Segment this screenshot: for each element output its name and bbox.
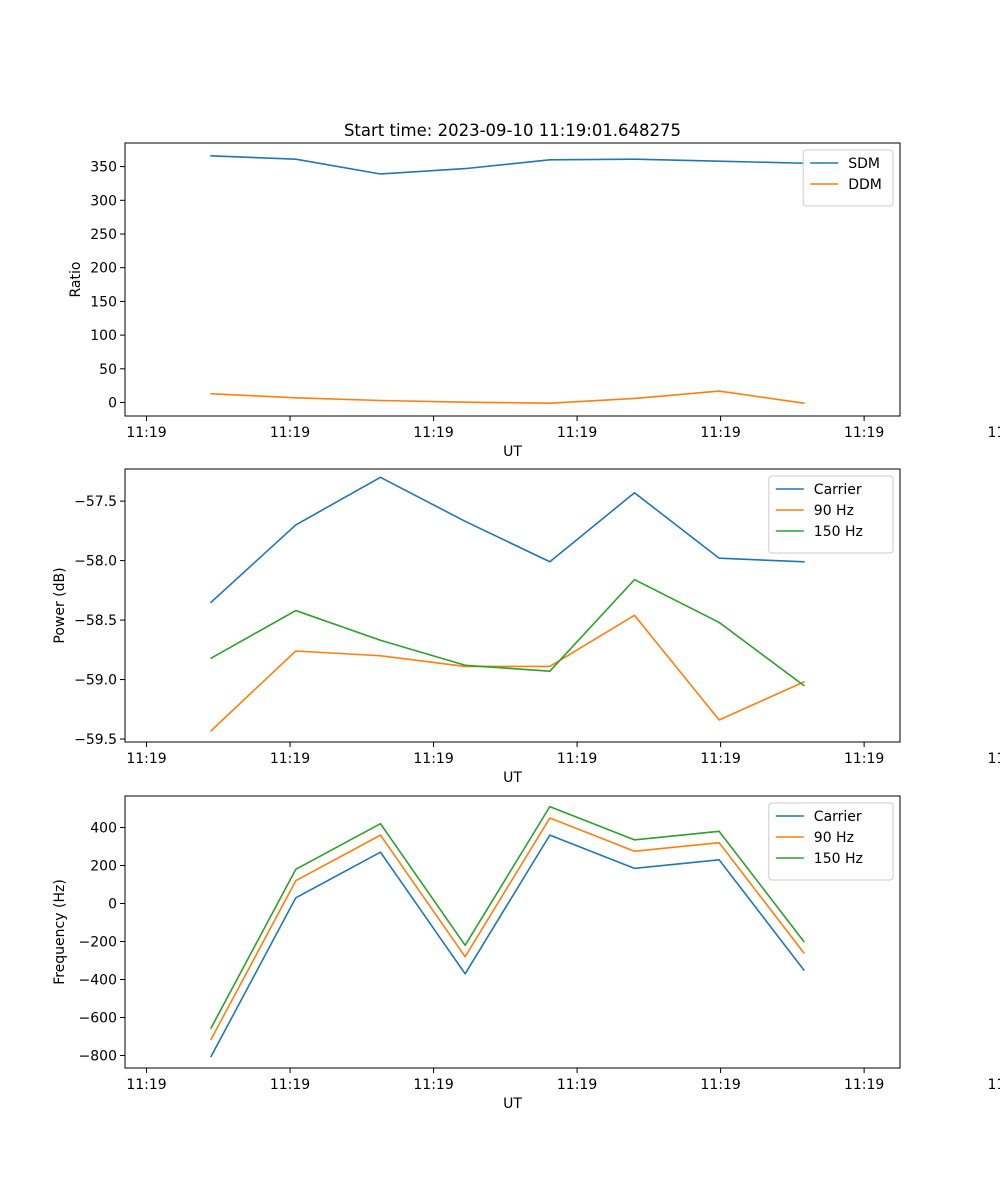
subplot-2: 11:1911:1911:1911:1911:1911:1911:1911:20…: [52, 468, 1000, 786]
series-line-150-hz: [210, 805, 805, 1030]
legend-box: [768, 802, 894, 881]
subplot-3: 11:1911:1911:1911:1911:1911:1911:1911:20…: [52, 795, 1000, 1112]
axes-frame: [124, 795, 901, 1069]
x-tick-label: 11:19: [987, 751, 1000, 767]
y-tick-label: 0: [108, 396, 117, 412]
x-tick-label: 11:19: [126, 1077, 166, 1093]
legend-label: 150 Hz: [814, 524, 863, 540]
legend-box: [768, 475, 894, 554]
x-tick-label: 11:19: [557, 425, 597, 441]
chart-title: Start time: 2023-09-10 11:19:01.648275: [344, 121, 681, 140]
axes-frame: [124, 468, 901, 743]
series-line-90-hz: [209, 614, 805, 732]
x-axis-label: UT: [503, 1096, 522, 1112]
series-line-ddm: [210, 390, 805, 405]
y-tick-label: 150: [90, 294, 117, 310]
y-tick-label: 100: [90, 328, 117, 344]
y-tick-label: 0: [108, 897, 117, 913]
series-line-carrier: [210, 834, 805, 1058]
x-tick-label: 11:19: [987, 1077, 1000, 1093]
y-tick-label: −200: [79, 934, 117, 950]
y-tick-label: 200: [90, 859, 117, 875]
axes-frame: [124, 142, 901, 417]
legend: Carrier 90 Hz 150 Hz: [768, 475, 894, 554]
y-axis-label: Power (dB): [52, 567, 68, 643]
series-line-90-hz: [210, 817, 805, 1041]
series-line-carrier: [209, 476, 805, 604]
legend-label: Carrier: [814, 809, 862, 825]
legend: SDM DDM: [802, 149, 894, 207]
y-tick-label: 250: [90, 227, 117, 243]
legend: Carrier 90 Hz 150 Hz: [768, 802, 894, 881]
y-tick-label: 50: [99, 362, 117, 378]
y-tick-label: 200: [90, 261, 117, 277]
legend-box: [802, 149, 894, 207]
x-tick-label: 11:19: [413, 1077, 453, 1093]
x-tick-label: 11:19: [270, 425, 310, 441]
y-tick-label: −58.0: [74, 554, 117, 570]
legend-label: 90 Hz: [814, 830, 854, 846]
y-tick-label: −400: [79, 972, 117, 988]
legend-label: DDM: [848, 177, 882, 193]
x-tick-label: 11:19: [557, 1077, 597, 1093]
x-tick-label: 11:19: [844, 425, 884, 441]
series-line-sdm: [210, 154, 805, 175]
y-tick-label: 350: [90, 160, 117, 176]
x-tick-label: 11:19: [270, 751, 310, 767]
x-tick-label: 11:19: [700, 1077, 740, 1093]
y-tick-label: −800: [79, 1048, 117, 1064]
x-axis-label: UT: [503, 444, 522, 460]
legend-label: 150 Hz: [814, 851, 863, 867]
y-tick-label: −57.5: [74, 494, 117, 510]
x-tick-label: 11:19: [413, 425, 453, 441]
y-tick-label: −58.5: [74, 613, 117, 629]
legend-label: Carrier: [814, 482, 862, 498]
subplot-1: Start time: 2023-09-10 11:19:01.648275 11…: [68, 121, 1000, 460]
legend-label: SDM: [848, 156, 880, 172]
x-tick-label: 11:19: [844, 1077, 884, 1093]
x-tick-label: 11:19: [700, 751, 740, 767]
y-tick-label: 300: [90, 193, 117, 209]
x-tick-label: 11:19: [700, 425, 740, 441]
y-tick-label: 400: [90, 821, 117, 837]
charts-container: Start time: 2023-09-10 11:19:01.648275 11…: [52, 121, 1000, 1112]
y-axis-label: Ratio: [68, 262, 84, 298]
x-tick-label: 11:19: [126, 425, 166, 441]
series-line-150-hz: [210, 578, 805, 687]
y-tick-label: −600: [79, 1010, 117, 1026]
x-axis-label: UT: [503, 770, 522, 786]
x-tick-label: 11:19: [126, 751, 166, 767]
x-tick-label: 11:19: [987, 425, 1000, 441]
x-tick-label: 11:19: [557, 751, 597, 767]
y-tick-label: −59.0: [74, 673, 117, 689]
y-axis-label: Frequency (Hz): [52, 879, 68, 985]
x-tick-label: 11:19: [413, 751, 453, 767]
x-tick-label: 11:19: [844, 751, 884, 767]
legend-label: 90 Hz: [814, 503, 854, 519]
y-tick-label: −59.5: [74, 732, 117, 748]
x-tick-label: 11:19: [270, 1077, 310, 1093]
